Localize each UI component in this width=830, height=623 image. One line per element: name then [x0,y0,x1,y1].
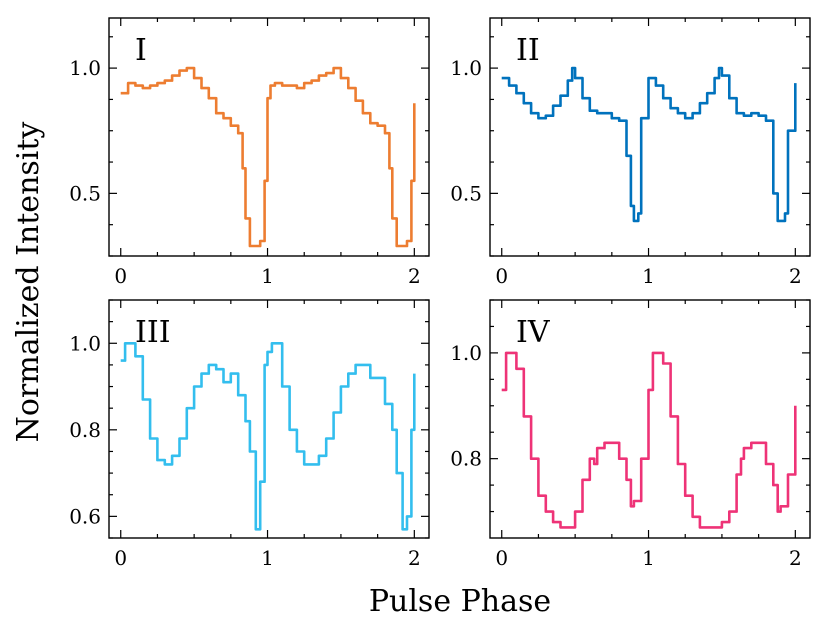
x-tick-label: 0 [495,546,508,570]
x-tick-label: 2 [408,546,421,570]
panel-label: I [135,33,147,68]
x-tick-label: 2 [789,264,802,288]
panel-label: III [135,315,171,350]
y-tick-label: 1.0 [69,56,101,80]
x-tick-label: 0 [114,546,127,570]
panel-1: 0 1 2 0.5 1.0 I [69,17,430,288]
panel-2: 0 1 2 0.5 1.0 II [450,17,811,288]
y-tick-label: 0.8 [69,418,101,442]
x-tick-label: 1 [642,264,655,288]
x-tick-label: 2 [408,264,421,288]
panel-label: II [516,33,540,68]
y-tick-label: 0.6 [69,504,101,528]
y-axis-title: Normalized Intensity [11,122,46,443]
panel-4: 0 1 2 0.8 1.0 IV [450,299,811,570]
plot-frame [108,17,430,257]
pulse-profile-line [501,66,797,223]
x-tick-label: 2 [789,546,802,570]
plot-frame [108,299,430,539]
pulse-profile-line [501,351,797,529]
x-tick-label: 0 [114,264,127,288]
x-axis-title: Pulse Phase [369,584,551,619]
plot-frame [489,299,811,539]
pulse-profile-line [120,342,416,531]
plot-frame [489,17,811,257]
panel-label: IV [516,315,551,350]
y-tick-label: 1.0 [450,341,482,365]
y-tick-label: 1.0 [450,56,482,80]
y-tick-label: 0.8 [450,447,482,471]
x-tick-label: 1 [261,264,274,288]
panel-3: 0 1 2 0.6 0.8 1.0 III [69,299,430,570]
x-tick-label: 0 [495,264,508,288]
y-tick-label: 1.0 [69,331,101,355]
x-tick-label: 1 [261,546,274,570]
y-tick-label: 0.5 [69,181,101,205]
y-tick-label: 0.5 [450,181,482,205]
x-tick-label: 1 [642,546,655,570]
pulse-profile-line [120,66,416,248]
